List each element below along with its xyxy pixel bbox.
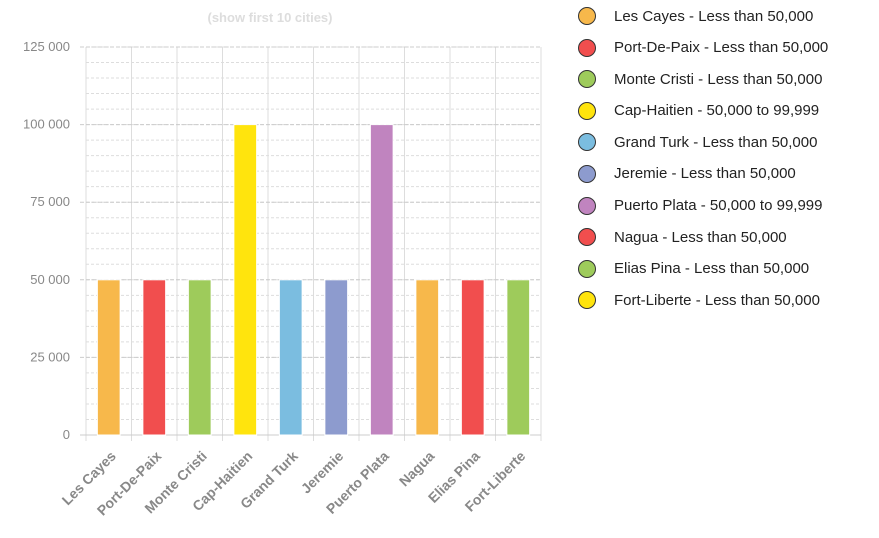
legend-item[interactable]: Cap-Haitien - 50,000 to 99,999 [578,101,828,121]
y-tick-label: 75 000 [30,194,70,209]
chart-title: (show first 10 cities) [208,10,333,25]
y-tick-label: 100 000 [23,117,70,132]
legend-label: Les Cayes - Less than 50,000 [614,7,814,25]
legend: Les Cayes - Less than 50,000 Port-De-Paix… [578,6,828,322]
legend-label: Grand Turk - Less than 50,000 [614,133,818,151]
bar-port-de-paix[interactable] [142,279,167,436]
legend-item[interactable]: Grand Turk - Less than 50,000 [578,132,828,152]
legend-item[interactable]: Fort-Liberte - Less than 50,000 [578,290,828,310]
legend-item[interactable]: Monte Cristi - Less than 50,000 [578,69,828,89]
y-axis: 0 25 000 50 000 75 000 100 000 125 000 [23,39,70,442]
legend-swatch [578,228,596,247]
legend-item[interactable]: Nagua - Less than 50,000 [578,227,828,247]
bar-les-cayes[interactable] [96,279,121,436]
x-tick-label: Nagua [396,448,438,490]
legend-label: Puerto Plata - 50,000 to 99,999 [614,197,823,215]
bar-fort-liberte[interactable] [506,279,531,436]
legend-label: Fort-Liberte - Less than 50,000 [614,291,820,309]
bar-monte-cristi[interactable] [187,279,212,436]
legend-swatch [578,133,596,152]
legend-item[interactable]: Port-De-Paix - Less than 50,000 [578,38,828,58]
legend-label: Elias Pina - Less than 50,000 [614,260,810,278]
legend-swatch [578,70,596,89]
bar-nagua[interactable] [415,279,440,436]
y-tick-label: 50 000 [30,272,70,287]
y-tick-label: 125 000 [23,39,70,54]
y-tick-label: 0 [63,427,70,442]
legend-swatch [578,7,596,25]
y-tick-label: 25 000 [30,349,70,364]
legend-label: Port-De-Paix - Less than 50,000 [614,39,829,57]
bar-grand-turk[interactable] [278,279,303,436]
legend-item[interactable]: Elias Pina - Less than 50,000 [578,259,828,279]
legend-label: Monte Cristi - Less than 50,000 [614,70,823,88]
bars [96,124,531,436]
legend-swatch [578,259,596,278]
bar-chart: (show first 10 cities) 0 25 000 50 000 75 0… [23,10,542,519]
legend-swatch [578,164,596,183]
bar-puerto-plata[interactable] [369,124,394,436]
legend-item[interactable]: Jeremie - Less than 50,000 [578,164,828,184]
legend-swatch [578,38,596,57]
legend-swatch [578,101,596,120]
legend-swatch [578,291,596,310]
legend-label: Nagua - Less than 50,000 [614,228,787,246]
legend-item[interactable]: Puerto Plata - 50,000 to 99,999 [578,196,828,216]
legend-swatch [578,196,596,215]
legend-label: Cap-Haitien - 50,000 to 99,999 [614,102,820,120]
legend-item[interactable]: Les Cayes - Less than 50,000 [578,6,828,26]
legend-label: Jeremie - Less than 50,000 [614,165,796,183]
bar-jeremie[interactable] [324,279,349,436]
bar-elias-pina[interactable] [460,279,485,436]
bar-cap-haitien[interactable] [233,124,258,436]
